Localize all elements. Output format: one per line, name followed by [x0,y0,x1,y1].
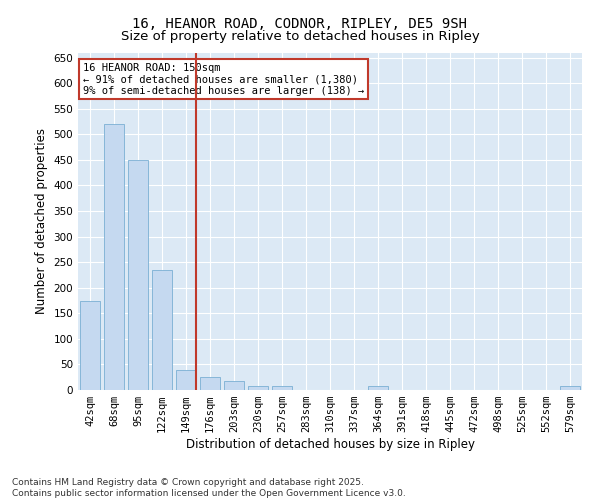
Bar [368,386,388,390]
Bar [128,160,148,390]
Bar [176,370,196,390]
Bar [200,377,220,390]
Text: 16, HEANOR ROAD, CODNOR, RIPLEY, DE5 9SH: 16, HEANOR ROAD, CODNOR, RIPLEY, DE5 9SH [133,18,467,32]
Bar [248,386,268,390]
Text: Size of property relative to detached houses in Ripley: Size of property relative to detached ho… [121,30,479,43]
Text: Contains HM Land Registry data © Crown copyright and database right 2025.
Contai: Contains HM Land Registry data © Crown c… [12,478,406,498]
Bar [560,386,580,390]
Bar [272,386,292,390]
Text: 16 HEANOR ROAD: 150sqm
← 91% of detached houses are smaller (1,380)
9% of semi-d: 16 HEANOR ROAD: 150sqm ← 91% of detached… [83,62,364,96]
Y-axis label: Number of detached properties: Number of detached properties [35,128,48,314]
Bar [80,300,100,390]
Bar [152,270,172,390]
Bar [104,124,124,390]
Bar [224,381,244,390]
X-axis label: Distribution of detached houses by size in Ripley: Distribution of detached houses by size … [185,438,475,451]
